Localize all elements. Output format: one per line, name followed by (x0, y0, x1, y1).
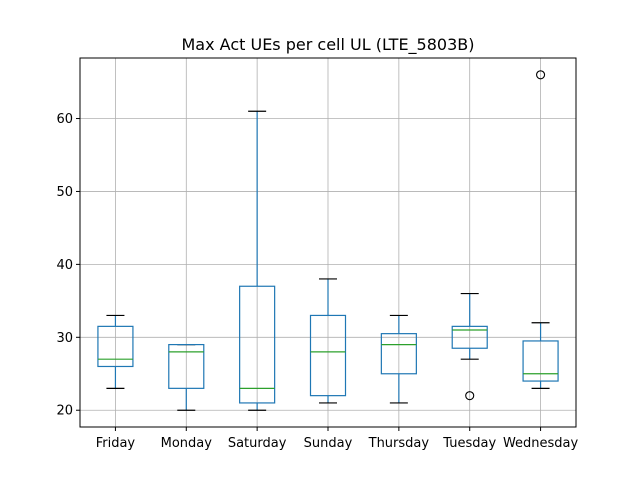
box-iqr (239, 285, 276, 404)
x-tick-label: Monday (161, 436, 213, 451)
box-iqr (97, 325, 134, 368)
box-friday (97, 314, 134, 389)
x-tick-label: Friday (96, 436, 136, 451)
y-tick-label: 20 (56, 404, 73, 419)
x-tick-label: Sunday (304, 436, 353, 451)
x-tick-label: Wednesday (503, 436, 579, 451)
axes (76, 57, 577, 431)
box-iqr (168, 343, 205, 389)
box-monday (168, 343, 205, 411)
y-tick-label: 50 (56, 185, 73, 200)
y-tick-label: 60 (56, 112, 73, 127)
y-tick-label: 30 (56, 331, 73, 346)
chart-title: Max Act UEs per cell UL (LTE_5803B) (182, 35, 475, 55)
x-tick-label: Saturday (228, 436, 287, 451)
x-tick-label: Tuesday (442, 436, 496, 451)
box-iqr (380, 333, 417, 375)
box-iqr (451, 325, 488, 349)
grid-lines (80, 58, 576, 427)
outlier-point (536, 70, 546, 80)
box-iqr (522, 340, 559, 382)
x-tick-label: Thursday (368, 436, 430, 451)
box-series (97, 70, 559, 411)
tick-labels: 20 30 40 50 60 Friday Monday Saturday Sunday Thur… (56, 112, 578, 451)
box-saturday (239, 110, 276, 411)
y-tick-label: 40 (56, 258, 73, 273)
box-wednesday (522, 70, 559, 389)
box-sunday (309, 278, 347, 404)
outlier-point (465, 391, 475, 401)
box-iqr (309, 314, 347, 397)
box-tuesday (451, 292, 488, 401)
box-thursday (380, 314, 417, 404)
